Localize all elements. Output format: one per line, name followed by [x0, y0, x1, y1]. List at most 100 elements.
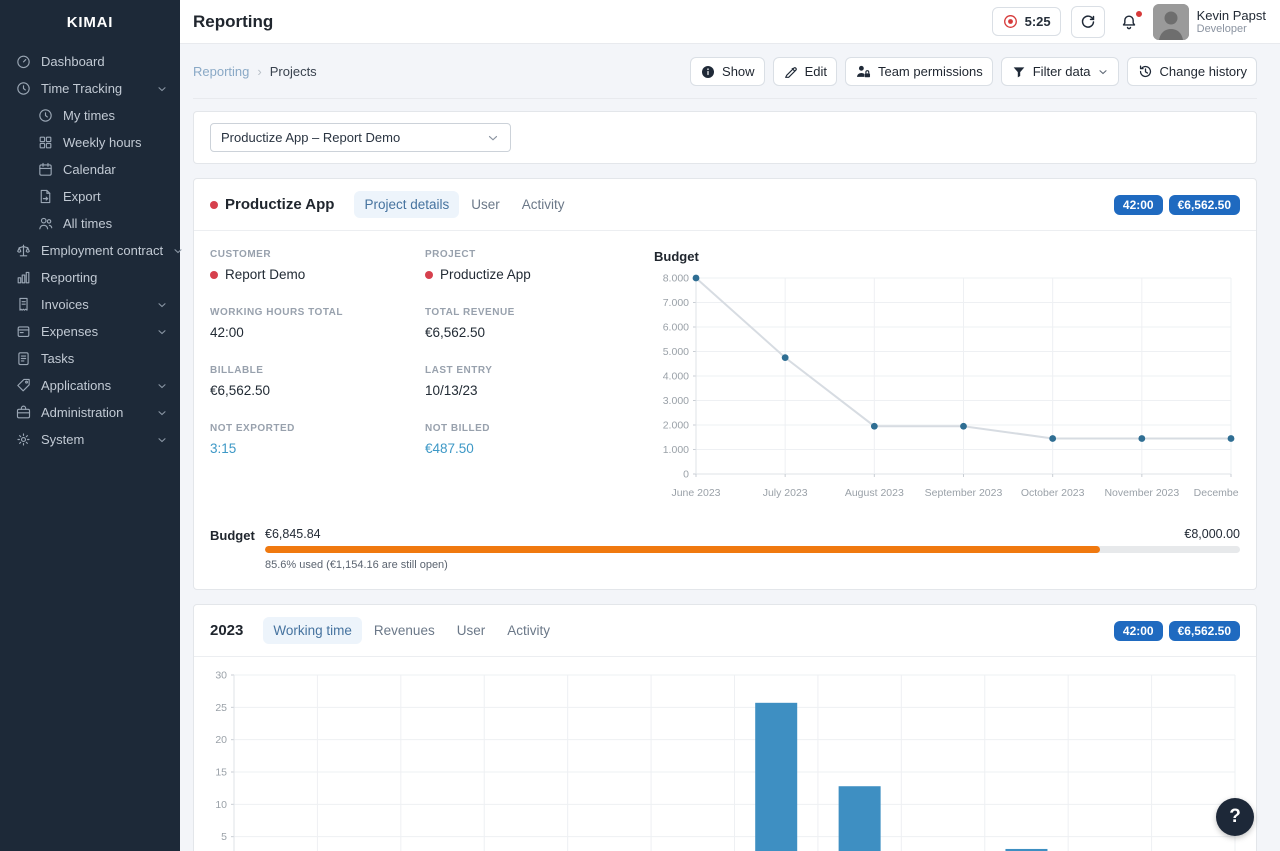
detail-label: BILLABLE — [210, 365, 264, 376]
sidebar-item-system[interactable]: System — [0, 426, 180, 453]
sidebar: KIMAI Dashboard Time Tracking My times Week… — [0, 0, 182, 851]
budget-total-value: €8,000.00 — [1184, 527, 1240, 541]
sidebar-item-administration[interactable]: Administration — [0, 399, 180, 426]
sidebar-item-my-times[interactable]: My times — [0, 102, 180, 129]
user-menu[interactable]: Kevin Papst Developer — [1152, 3, 1266, 40]
button-label: Show — [722, 64, 755, 79]
svg-text:October 2023: October 2023 — [1021, 487, 1085, 499]
svg-text:August 2023: August 2023 — [845, 487, 904, 499]
administration-icon — [15, 404, 32, 421]
sidebar-item-all-times[interactable]: All times — [0, 210, 180, 237]
budget-progress-caption: 85.6% used (€1,154.16 are still open) — [265, 559, 448, 571]
team-icon — [855, 63, 872, 80]
breadcrumb-projects: Projects — [269, 64, 317, 79]
clock-icon — [15, 80, 32, 97]
project-select-value: Productize App – Report Demo — [221, 130, 401, 145]
project-card: Productize App Project details User Activi… — [193, 178, 1269, 590]
user-role: Developer — [1196, 22, 1247, 35]
chart-bar-icon — [15, 269, 32, 286]
refresh-icon — [1079, 13, 1097, 31]
detail-label: NOT BILLED — [425, 423, 490, 434]
svg-text:September 2023: September 2023 — [925, 487, 1003, 499]
project-card-header: Productize App Project details User Activi… — [194, 179, 1256, 231]
edit-button[interactable]: Edit — [772, 57, 837, 86]
avatar — [1152, 3, 1189, 40]
button-label: Change history — [1159, 64, 1247, 79]
calendar-icon — [37, 161, 54, 178]
detail-field-billable: BILLABLE €6,562.50 — [210, 365, 425, 398]
detail-value[interactable]: €487.50 — [425, 441, 474, 456]
sidebar-item-label: Reporting — [41, 270, 98, 285]
year-tab-working-time[interactable]: Working time — [263, 617, 362, 644]
page-title: Reporting — [193, 11, 274, 31]
budget-chart-column: Budget 0 1.000 2.000 3.000 4.000 5.000 6.000 7.… — [640, 249, 1269, 513]
svg-text:4.000: 4.000 — [663, 371, 689, 383]
detail-field-customer: CUSTOMER Report Demo — [210, 249, 425, 282]
color-dot — [210, 270, 218, 279]
sidebar-item-label: Tasks — [41, 351, 75, 366]
history-icon — [1137, 63, 1154, 80]
detail-label: WORKING HOURS TOTAL — [210, 307, 344, 318]
users-icon — [37, 215, 54, 232]
project-select[interactable]: Productize App – Report Demo — [210, 123, 511, 152]
action-buttons: Show Edit Team permissions Filter data Chang… — [690, 57, 1257, 86]
budget-progress-section: Budget €6,845.84 €8,000.00 85.6% used (€… — [194, 521, 1256, 589]
chevron-down-icon — [156, 380, 168, 392]
detail-value: Report Demo — [210, 267, 425, 282]
project-tab-activity[interactable]: Activity — [521, 197, 565, 212]
svg-text:December 2023: December 2023 — [1194, 487, 1239, 499]
detail-field-total-revenue: TOTAL REVENUE €6,562.50 — [425, 307, 640, 340]
sidebar-item-invoices[interactable]: Invoices — [0, 291, 180, 318]
sidebar-item-employment-contract[interactable]: Employment contract — [0, 237, 182, 264]
refresh-button[interactable] — [1070, 5, 1105, 38]
change-history-button[interactable]: Change history — [1126, 57, 1257, 86]
chevron-down-icon — [1097, 66, 1109, 78]
detail-value[interactable]: 3:15 — [210, 441, 237, 456]
clock-icon — [37, 107, 54, 124]
sidebar-item-tasks[interactable]: Tasks — [0, 345, 180, 372]
year-tab-activity[interactable]: Activity — [507, 623, 550, 638]
sidebar-item-label: Invoices — [41, 297, 89, 312]
sidebar-item-label: System — [41, 432, 85, 447]
show-button[interactable]: Show — [690, 57, 765, 86]
sidebar-item-time-tracking[interactable]: Time Tracking — [0, 75, 180, 102]
sidebar-item-label: Weekly hours — [63, 135, 142, 150]
project-tab-project-details[interactable]: Project details — [354, 191, 460, 218]
team-permissions-button[interactable]: Team permissions — [844, 57, 993, 86]
detail-value: €6,562.50 — [210, 383, 271, 398]
grid-icon — [37, 134, 54, 151]
filter-icon — [1011, 64, 1027, 80]
detail-value: 42:00 — [210, 325, 244, 340]
svg-text:8.000: 8.000 — [663, 273, 689, 285]
sidebar-item-reporting[interactable]: Reporting — [0, 264, 180, 291]
topbar: Reporting 5:25 — [180, 0, 1280, 44]
sidebar-item-expenses[interactable]: Expenses — [0, 318, 180, 345]
filter-data-button[interactable]: Filter data — [1000, 57, 1119, 86]
app-logo[interactable]: KIMAI — [66, 13, 114, 31]
applications-icon — [15, 377, 32, 394]
svg-text:1.000: 1.000 — [663, 444, 689, 456]
sidebar-item-weekly-hours[interactable]: Weekly hours — [0, 129, 180, 156]
breadcrumb-separator-icon: › — [257, 64, 262, 79]
budget-chart-title: Budget — [654, 249, 699, 264]
year-tab-revenues[interactable]: Revenues — [373, 623, 435, 638]
year-tab-user[interactable]: User — [456, 623, 486, 638]
sidebar-item-calendar[interactable]: Calendar — [0, 156, 180, 183]
sidebar-item-applications[interactable]: Applications — [0, 372, 180, 399]
svg-text:30: 30 — [215, 670, 227, 682]
project-card-badges: 42:00 €6,562.50 — [1113, 194, 1240, 215]
sidebar-item-dashboard[interactable]: Dashboard — [0, 48, 180, 75]
help-button[interactable]: ? — [1216, 798, 1254, 836]
breadcrumb-reporting[interactable]: Reporting — [193, 64, 250, 79]
sidebar-item-label: Time Tracking — [41, 81, 123, 96]
detail-value: €6,562.50 — [425, 325, 486, 340]
timer-button[interactable]: 5:25 — [991, 7, 1061, 36]
svg-text:November 2023: November 2023 — [1104, 487, 1179, 499]
sidebar-item-export[interactable]: Export — [0, 183, 180, 210]
scale-icon — [15, 242, 32, 259]
project-tab-user[interactable]: User — [471, 197, 500, 212]
svg-text:10: 10 — [215, 799, 227, 811]
svg-text:20: 20 — [215, 734, 227, 746]
record-stop-icon — [1002, 13, 1019, 30]
notifications-button[interactable] — [1115, 9, 1143, 32]
